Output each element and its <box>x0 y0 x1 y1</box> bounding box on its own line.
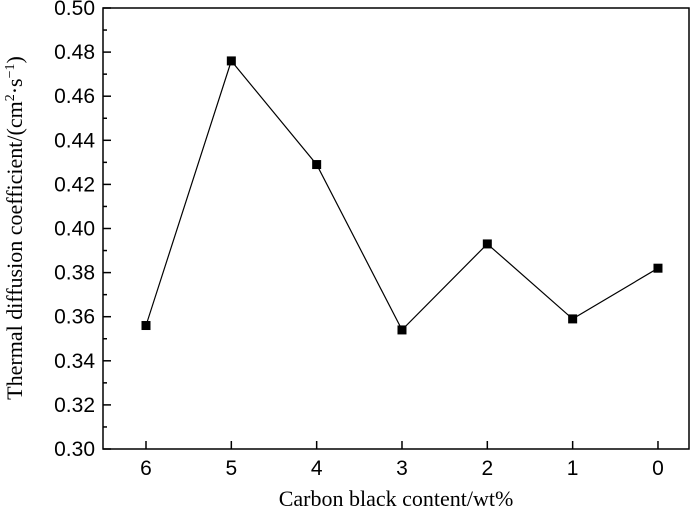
x-tick-label: 6 <box>140 457 152 480</box>
data-series <box>141 56 663 335</box>
x-tick-label: 1 <box>567 457 579 480</box>
y-axis-title-mid: ·s <box>2 78 27 94</box>
x-tick-label: 4 <box>311 457 323 480</box>
y-tick-label: 0.50 <box>54 0 95 20</box>
y-axis-title-sup1: 2 <box>3 94 18 101</box>
series-line <box>145 59 659 331</box>
x-tick-label: 3 <box>396 457 408 480</box>
tick-labels: 0.30 0.32 0.34 0.36 0.38 0.40 0.42 0.44 0.46 0.48… <box>54 0 664 480</box>
x-tick-label: 0 <box>652 457 664 480</box>
x-axis-title: Carbon black content/wt% <box>279 486 514 511</box>
y-tick-label: 0.40 <box>54 218 95 241</box>
data-point <box>482 239 492 249</box>
x-tick-label: 5 <box>225 457 237 480</box>
y-axis-title-sup2: −1 <box>3 64 18 79</box>
data-point <box>312 160 322 170</box>
y-tick-label: 0.34 <box>54 350 95 373</box>
data-point <box>226 56 236 66</box>
y-tick-label: 0.44 <box>54 129 95 152</box>
y-tick-label: 0.30 <box>54 438 95 461</box>
y-tick-label: 0.48 <box>54 41 95 64</box>
data-point <box>568 314 578 324</box>
x-tick-label: 2 <box>481 457 493 480</box>
y-axis-title: Thermal diffusion coefficient/(cm2·s−1) <box>2 56 27 400</box>
y-tick-label: 0.46 <box>54 85 95 108</box>
y-tick-label: 0.38 <box>54 262 95 285</box>
plot-frame <box>102 7 690 450</box>
data-point <box>653 263 663 273</box>
y-axis-title-main: Thermal diffusion coefficient/(cm <box>2 101 27 400</box>
y-tick-label: 0.42 <box>54 173 95 196</box>
data-point <box>141 321 151 331</box>
data-point <box>397 325 407 335</box>
axis-ticks <box>103 7 659 450</box>
y-axis-title-end: ) <box>2 56 27 63</box>
y-tick-label: 0.32 <box>54 394 95 417</box>
y-tick-label: 0.36 <box>54 306 95 329</box>
